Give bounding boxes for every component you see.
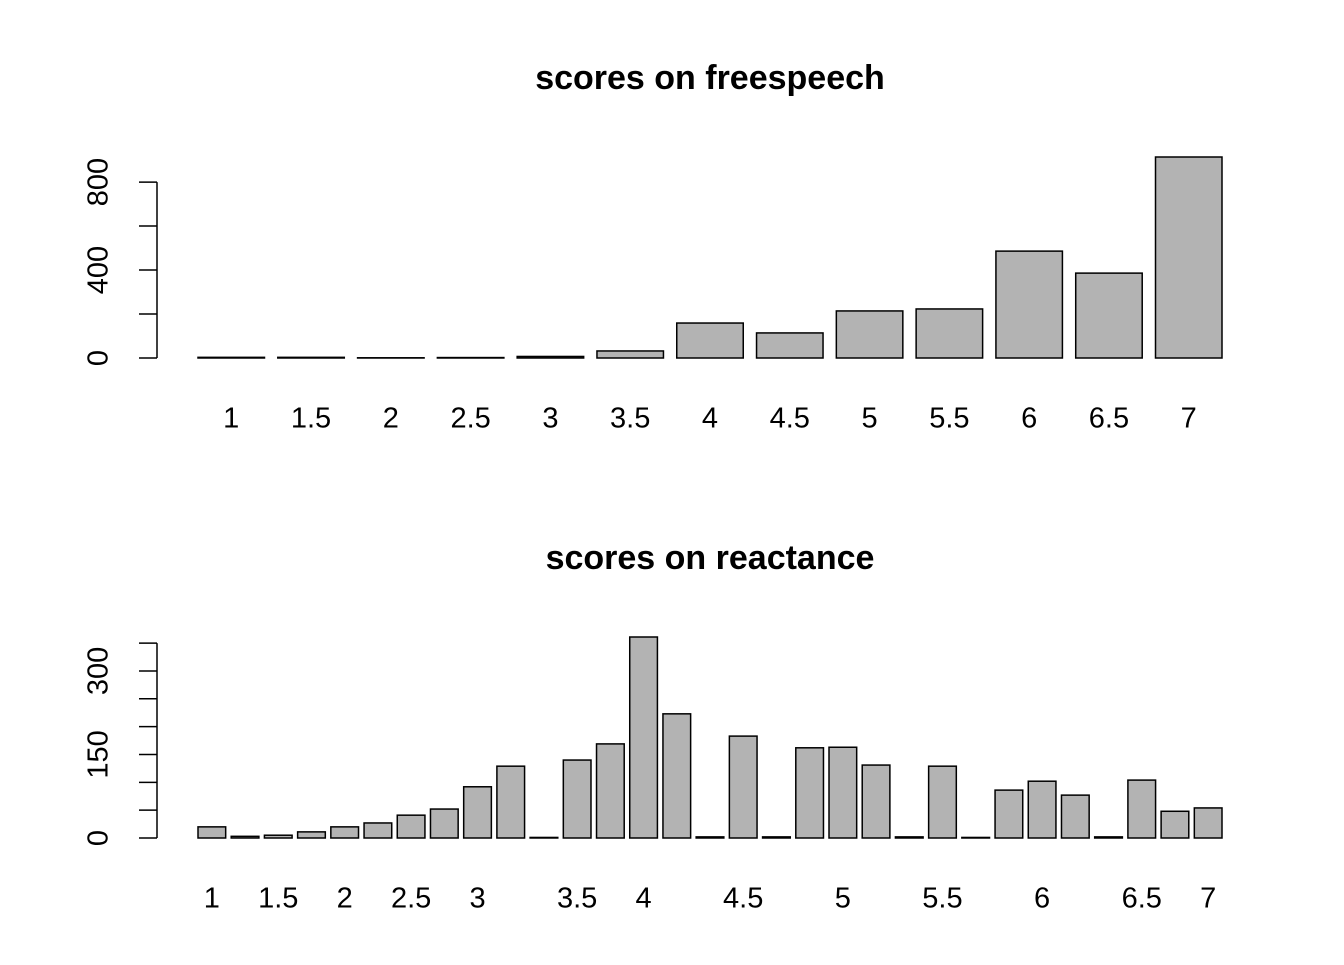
y-tick-label: 400	[83, 246, 115, 294]
bar	[597, 744, 625, 838]
bar	[1156, 157, 1222, 358]
bar	[929, 766, 957, 838]
bar	[331, 827, 359, 838]
bar	[757, 333, 823, 358]
bar	[862, 765, 890, 838]
bar	[696, 837, 724, 838]
x-tick-label: 2	[337, 883, 353, 915]
bar	[1028, 781, 1056, 838]
bar	[231, 836, 259, 838]
bar	[995, 790, 1023, 838]
x-tick-label: 3	[469, 883, 485, 915]
x-tick-label: 5	[862, 403, 878, 435]
x-tick-label: 7	[1200, 883, 1216, 915]
y-tick-label: 0	[83, 350, 115, 366]
x-tick-label: 5	[835, 883, 851, 915]
bar	[264, 835, 292, 838]
chart-title: scores on reactance	[546, 539, 875, 577]
bar	[630, 637, 658, 838]
bar	[397, 815, 425, 838]
x-tick-label: 6	[1034, 883, 1050, 915]
x-tick-label: 5.5	[922, 883, 962, 915]
bar	[895, 837, 923, 838]
x-tick-label: 1	[223, 403, 239, 435]
bar	[597, 351, 663, 358]
chart-title: scores on freespeech	[535, 59, 885, 97]
bar	[278, 357, 344, 358]
bar	[962, 837, 990, 838]
x-tick-label: 6	[1021, 403, 1037, 435]
bar	[430, 809, 458, 838]
x-tick-label: 2.5	[391, 883, 431, 915]
bar	[1161, 811, 1189, 838]
bar	[1194, 808, 1222, 838]
bar	[497, 766, 525, 838]
x-tick-label: 1.5	[291, 403, 331, 435]
bar	[563, 760, 591, 838]
y-tick-label: 150	[83, 730, 115, 778]
bar	[996, 251, 1062, 358]
x-tick-label: 3.5	[610, 403, 650, 435]
bar	[530, 837, 558, 838]
x-tick-label: 4.5	[723, 883, 763, 915]
bar	[198, 357, 264, 358]
x-tick-label: 2.5	[450, 403, 490, 435]
y-tick-label: 800	[83, 158, 115, 206]
bar	[298, 832, 326, 838]
bar	[1076, 273, 1142, 358]
bar	[663, 714, 691, 838]
bar	[198, 827, 226, 838]
x-tick-label: 1	[204, 883, 220, 915]
bar	[796, 748, 824, 838]
bar	[1128, 780, 1156, 838]
bar	[729, 736, 757, 838]
bar	[763, 837, 791, 838]
x-tick-label: 6.5	[1122, 883, 1162, 915]
x-tick-label: 4	[636, 883, 652, 915]
bar	[677, 323, 743, 358]
bar	[836, 311, 902, 358]
x-tick-label: 7	[1181, 403, 1197, 435]
bar	[1061, 795, 1089, 838]
x-tick-label: 6.5	[1089, 403, 1129, 435]
x-tick-label: 5.5	[929, 403, 969, 435]
y-tick-label: 300	[83, 647, 115, 695]
x-tick-label: 1.5	[258, 883, 298, 915]
x-tick-label: 4	[702, 403, 718, 435]
bar	[517, 356, 583, 358]
x-tick-label: 2	[383, 403, 399, 435]
bar	[464, 787, 492, 838]
bar	[916, 309, 982, 358]
x-tick-label: 3	[542, 403, 558, 435]
bar	[1095, 837, 1123, 838]
bar	[364, 823, 392, 838]
x-tick-label: 4.5	[770, 403, 810, 435]
bar	[829, 747, 857, 838]
x-tick-label: 3.5	[557, 883, 597, 915]
y-tick-label: 0	[83, 830, 115, 846]
